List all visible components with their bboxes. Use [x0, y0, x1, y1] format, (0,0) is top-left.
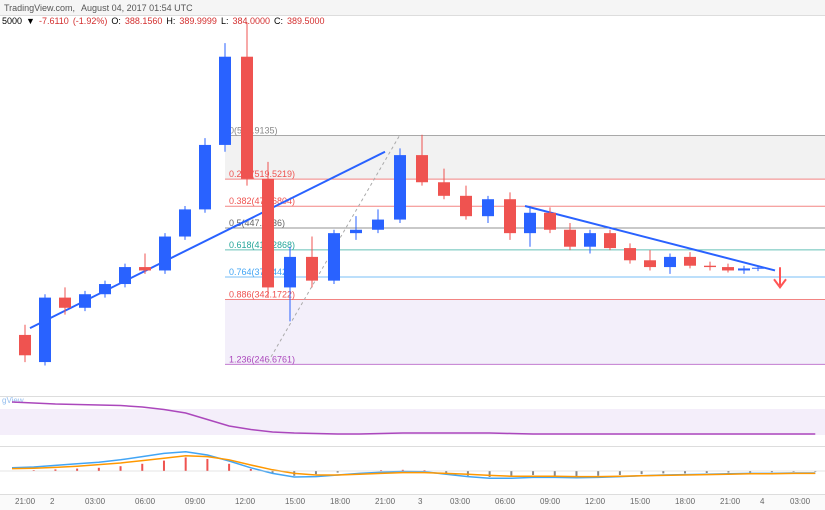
time-tick: 06:00 — [495, 497, 515, 506]
indicator-rsi[interactable] — [0, 396, 825, 446]
main-chart[interactable]: 0(583.9135)0.236(519.5219)0.382(479.6804… — [0, 16, 825, 396]
time-tick: 06:00 — [135, 497, 155, 506]
time-tick: 15:00 — [285, 497, 305, 506]
source-label: TradingView.com, — [4, 3, 75, 13]
indicator-macd[interactable] — [0, 446, 825, 494]
time-tick: 4 — [760, 497, 764, 506]
time-tick: 18:00 — [330, 497, 350, 506]
time-tick: 12:00 — [235, 497, 255, 506]
time-tick: 21:00 — [720, 497, 740, 506]
svg-text:0(583.9135): 0(583.9135) — [229, 125, 278, 135]
svg-text:0.5(447.4936): 0.5(447.4936) — [229, 218, 285, 228]
time-tick: 09:00 — [540, 497, 560, 506]
svg-text:1.236(246.6761): 1.236(246.6761) — [229, 354, 295, 364]
time-tick: 12:00 — [585, 497, 605, 506]
time-axis: 21:00 2 03:00 06:00 09:00 12:00 15:00 18:00 21:0… — [0, 494, 825, 510]
time-tick: 03:00 — [790, 497, 810, 506]
time-tick: 3 — [418, 497, 422, 506]
time-tick: 03:00 — [450, 497, 470, 506]
svg-text:0.236(519.5219): 0.236(519.5219) — [229, 169, 295, 179]
time-tick: 15:00 — [630, 497, 650, 506]
time-tick: 2 — [50, 497, 54, 506]
date-label: August 04, 2017 01:54 UTC — [81, 3, 193, 13]
time-tick: 21:00 — [15, 497, 35, 506]
rsi-plot — [0, 397, 825, 447]
svg-text:0.886(342.1722): 0.886(342.1722) — [229, 290, 295, 300]
time-tick: 09:00 — [185, 497, 205, 506]
time-tick: 21:00 — [375, 497, 395, 506]
candlestick-chart: 0(583.9135)0.236(519.5219)0.382(479.6804… — [0, 16, 825, 396]
chart-header: TradingView.com, August 04, 2017 01:54 U… — [0, 0, 825, 16]
time-tick: 03:00 — [85, 497, 105, 506]
time-tick: 18:00 — [675, 497, 695, 506]
macd-plot — [0, 447, 825, 495]
